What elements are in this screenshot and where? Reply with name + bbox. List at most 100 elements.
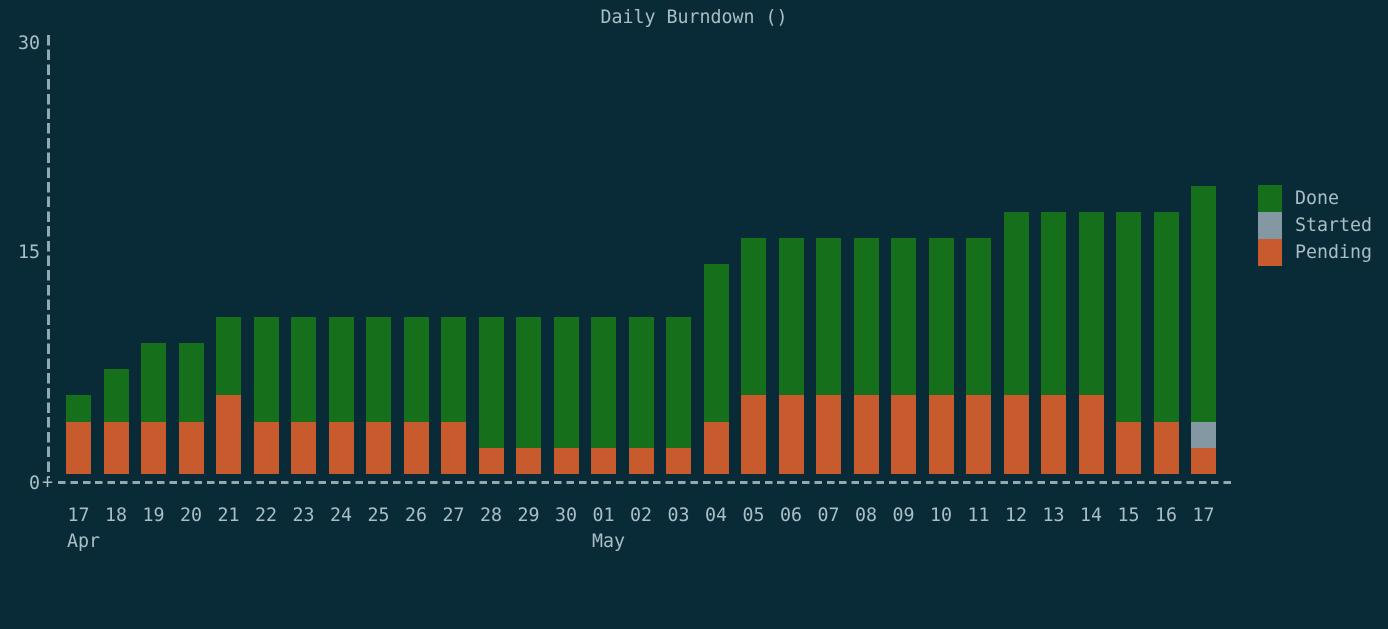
bar-segment-pending xyxy=(666,447,691,474)
bar-segment-done xyxy=(403,316,429,422)
x-tick-label: 28 xyxy=(479,505,502,526)
bar-segment-pending xyxy=(1153,421,1179,474)
bar-segment-done xyxy=(478,316,504,448)
x-tick-label: 18 xyxy=(104,505,127,526)
bar-segment-done xyxy=(1003,212,1029,396)
bar-group xyxy=(66,0,1216,474)
x-tick-label: 07 xyxy=(817,505,840,526)
x-tick-label: 06 xyxy=(779,505,802,526)
chart-title: Daily Burndown () xyxy=(600,7,788,28)
bar xyxy=(1041,212,1066,474)
bar xyxy=(403,316,429,474)
bar xyxy=(591,316,616,474)
bar-segment-pending xyxy=(441,421,466,474)
bar xyxy=(891,238,916,474)
bar-segment-pending xyxy=(628,447,654,474)
legend-label-started: Started xyxy=(1295,215,1373,236)
x-tick-label: 14 xyxy=(1079,505,1102,526)
bar xyxy=(478,316,504,474)
bar-segment-done xyxy=(816,238,841,396)
x-tick-label: 16 xyxy=(1154,505,1177,526)
legend-swatch-pending xyxy=(1258,239,1282,266)
bar xyxy=(1153,212,1179,474)
bar-segment-done xyxy=(516,316,541,448)
bar-segment-done xyxy=(178,343,204,422)
x-axis-dashed-line xyxy=(58,481,1236,484)
bar xyxy=(853,238,879,474)
bar xyxy=(1003,212,1029,474)
bar-segment-done xyxy=(553,316,579,448)
x-tick-label: 09 xyxy=(892,505,915,526)
month-label-apr: Apr xyxy=(67,531,101,552)
bar-segment-pending xyxy=(1003,395,1029,474)
bar-segment-done xyxy=(853,238,879,396)
bar-segment-pending xyxy=(1041,395,1066,474)
x-tick-label: 20 xyxy=(179,505,202,526)
y-axis-dashed-line xyxy=(47,35,50,478)
bar-segment-done xyxy=(141,343,166,422)
bar-segment-pending xyxy=(966,395,991,474)
x-tick-label: 21 xyxy=(217,505,240,526)
bar-segment-done xyxy=(891,238,916,396)
x-tick-label: 22 xyxy=(254,505,277,526)
x-tick-label: 17 xyxy=(67,505,90,526)
x-tick-label: 02 xyxy=(629,505,652,526)
axis-origin-glyph: + xyxy=(42,472,54,493)
bar xyxy=(778,238,804,474)
bar-segment-done xyxy=(1116,212,1141,422)
bar-segment-done xyxy=(1078,212,1104,396)
x-tick-label: 23 xyxy=(292,505,315,526)
bar-segment-done xyxy=(778,238,804,396)
x-tick-label: 19 xyxy=(142,505,165,526)
bar xyxy=(966,238,991,474)
bar xyxy=(141,343,166,474)
bar-segment-done xyxy=(703,264,729,422)
bar xyxy=(178,343,204,474)
bar xyxy=(66,395,91,474)
bar-segment-pending xyxy=(403,421,429,474)
bar-segment-pending xyxy=(553,447,579,474)
legend-entry: Started xyxy=(1258,212,1372,239)
bar-segment-done xyxy=(966,238,991,396)
bar xyxy=(516,316,541,474)
x-tick-label: 05 xyxy=(742,505,765,526)
bar-segment-pending xyxy=(703,421,729,474)
bar-segment-done xyxy=(741,238,766,396)
x-tick-label: 17 xyxy=(1192,505,1215,526)
bar-segment-pending xyxy=(778,395,804,474)
x-tick-label: 11 xyxy=(967,505,990,526)
bar-segment-pending xyxy=(891,395,916,474)
bar-segment-pending xyxy=(478,447,504,474)
bar xyxy=(366,316,391,474)
x-axis-labels: 17 18 19 20 21 22 23 24 25 26 27 28 29 30 01 02 03 04 05 06… xyxy=(66,505,1216,526)
bar xyxy=(216,316,241,474)
bar xyxy=(253,316,279,474)
x-tick-label: 29 xyxy=(517,505,540,526)
footer-stats: Net Fix Rate:0.1/d Estimated completion:… xyxy=(40,579,458,629)
bar-segment-pending xyxy=(516,447,541,474)
x-tick-label: 13 xyxy=(1042,505,1065,526)
bar xyxy=(1078,212,1104,474)
legend-label-done: Done xyxy=(1295,188,1340,209)
x-tick-label: 25 xyxy=(367,505,390,526)
bar xyxy=(553,316,579,474)
bar-segment-pending xyxy=(1078,395,1104,474)
bar xyxy=(741,238,766,474)
bar xyxy=(1116,212,1141,474)
y-tick-label-0: 0 xyxy=(28,473,40,494)
legend-entry: Done xyxy=(1258,185,1372,212)
bar-segment-pending xyxy=(1191,447,1216,474)
bar-segment-done xyxy=(666,316,691,448)
bar xyxy=(291,316,316,474)
bar-segment-pending xyxy=(741,395,766,474)
x-tick-label: 10 xyxy=(929,505,952,526)
bar-segment-done xyxy=(1191,185,1216,422)
x-tick-label: 26 xyxy=(404,505,427,526)
bar xyxy=(1191,185,1216,474)
bar-segment-pending xyxy=(816,395,841,474)
y-tick-label-30: 30 xyxy=(17,33,40,54)
x-tick-label: 12 xyxy=(1004,505,1027,526)
x-tick-label: 03 xyxy=(667,505,690,526)
bar-segment-pending xyxy=(328,421,354,474)
